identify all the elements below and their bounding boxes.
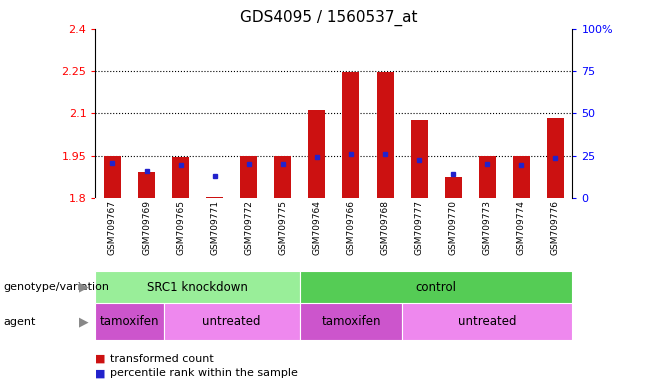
Bar	[445, 177, 462, 198]
Bar	[104, 156, 121, 198]
Text: ■: ■	[95, 354, 106, 364]
Text: GSM709771: GSM709771	[210, 200, 219, 255]
Text: ■: ■	[95, 368, 106, 378]
Bar	[300, 303, 402, 340]
Bar	[95, 271, 300, 303]
Text: genotype/variation: genotype/variation	[3, 282, 109, 292]
Bar	[138, 172, 155, 198]
Text: GSM709766: GSM709766	[347, 200, 355, 255]
Text: control: control	[416, 281, 457, 293]
Bar	[309, 111, 326, 198]
Text: GSM709773: GSM709773	[483, 200, 492, 255]
Text: GSM709774: GSM709774	[517, 200, 526, 255]
Text: GSM709767: GSM709767	[108, 200, 117, 255]
Bar	[274, 156, 291, 198]
Text: tamoxifen: tamoxifen	[321, 315, 381, 328]
Bar	[479, 156, 495, 198]
Text: GSM709772: GSM709772	[244, 200, 253, 255]
Text: untreated: untreated	[458, 315, 517, 328]
Text: untreated: untreated	[203, 315, 261, 328]
Text: agent: agent	[3, 316, 36, 327]
Bar	[172, 157, 189, 198]
Bar	[342, 73, 359, 198]
Bar	[240, 156, 257, 198]
Bar	[206, 197, 223, 198]
Text: percentile rank within the sample: percentile rank within the sample	[110, 368, 298, 378]
Text: GSM709770: GSM709770	[449, 200, 458, 255]
Text: GSM709764: GSM709764	[313, 200, 321, 255]
Text: GDS4095 / 1560537_at: GDS4095 / 1560537_at	[240, 10, 418, 26]
Text: GSM709765: GSM709765	[176, 200, 185, 255]
Text: GSM709768: GSM709768	[380, 200, 390, 255]
Text: GSM709777: GSM709777	[415, 200, 424, 255]
Text: ▶: ▶	[78, 315, 88, 328]
Bar	[411, 120, 428, 198]
Text: ▶: ▶	[78, 281, 88, 293]
Text: GSM709775: GSM709775	[278, 200, 288, 255]
Text: SRC1 knockdown: SRC1 knockdown	[147, 281, 248, 293]
Bar	[402, 303, 572, 340]
Text: GSM709776: GSM709776	[551, 200, 560, 255]
Bar	[513, 156, 530, 198]
Bar	[164, 303, 300, 340]
Bar	[547, 118, 564, 198]
Text: transformed count: transformed count	[110, 354, 214, 364]
Bar	[376, 73, 393, 198]
Text: tamoxifen: tamoxifen	[100, 315, 159, 328]
Text: GSM709769: GSM709769	[142, 200, 151, 255]
Bar	[95, 303, 164, 340]
Bar	[300, 271, 572, 303]
